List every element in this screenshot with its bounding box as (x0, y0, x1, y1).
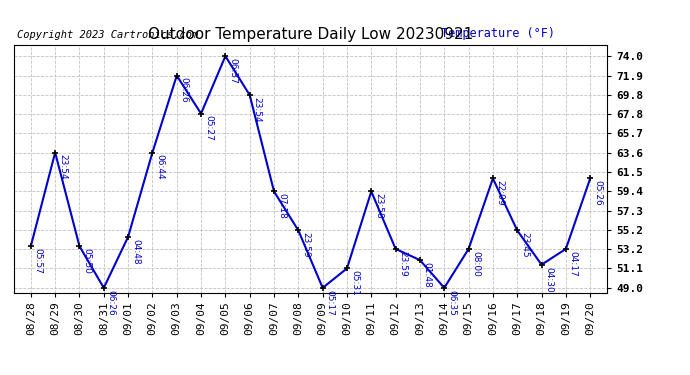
Text: 23:54: 23:54 (253, 97, 262, 123)
Text: 05:17: 05:17 (326, 290, 335, 316)
Text: Temperature (°F): Temperature (°F) (441, 27, 555, 40)
Text: 04:48: 04:48 (131, 239, 140, 264)
Text: Copyright 2023 Cartronics.com: Copyright 2023 Cartronics.com (17, 30, 198, 40)
Text: 06:26: 06:26 (179, 78, 188, 103)
Text: 07:18: 07:18 (277, 194, 286, 219)
Text: 01:48: 01:48 (423, 262, 432, 288)
Text: 05:50: 05:50 (82, 248, 91, 274)
Text: 04:17: 04:17 (569, 251, 578, 276)
Title: Outdoor Temperature Daily Low 20230921: Outdoor Temperature Daily Low 20230921 (148, 27, 473, 42)
Text: 22:09: 22:09 (496, 180, 505, 206)
Text: 05:26: 05:26 (593, 180, 602, 206)
Text: 05:27: 05:27 (204, 116, 213, 141)
Text: 23:58: 23:58 (374, 194, 383, 219)
Text: 06:44: 06:44 (155, 154, 164, 180)
Text: 06:35: 06:35 (447, 290, 456, 316)
Text: 06:26: 06:26 (107, 290, 116, 315)
Text: 23:59: 23:59 (399, 251, 408, 276)
Text: 05:31: 05:31 (350, 270, 359, 296)
Text: 08:00: 08:00 (471, 251, 480, 277)
Text: 05:57: 05:57 (34, 248, 43, 274)
Text: 23:45: 23:45 (520, 232, 529, 258)
Text: 23:59: 23:59 (302, 232, 310, 258)
Text: 23:54: 23:54 (58, 154, 67, 180)
Text: 04:30: 04:30 (544, 267, 553, 292)
Text: 06:37: 06:37 (228, 58, 237, 84)
